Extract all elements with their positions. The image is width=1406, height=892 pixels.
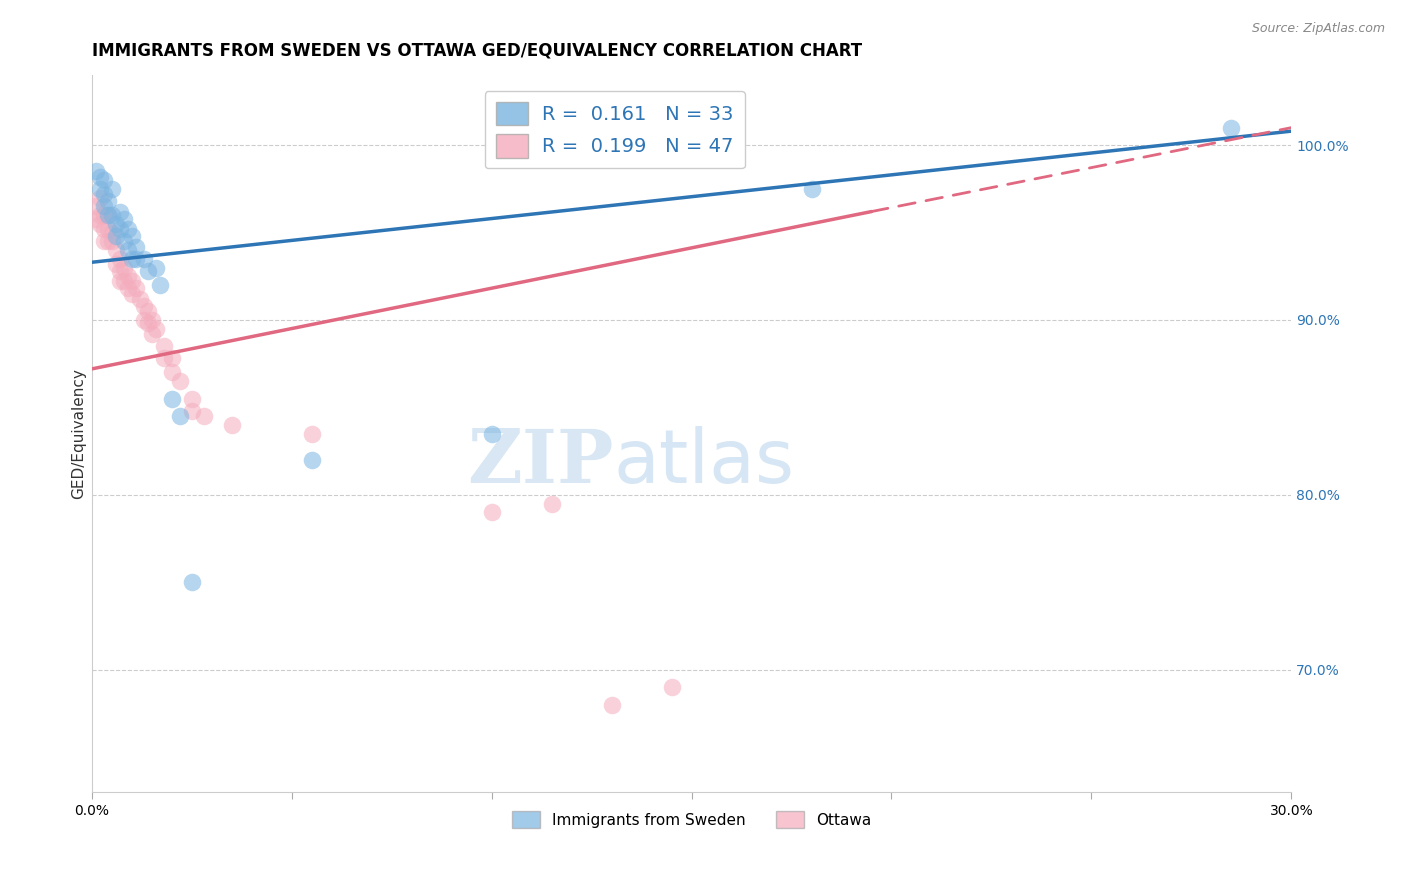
Point (136, 317, 159, 331)
Point (89, 208, 111, 222)
Point (104, 217, 127, 231)
Point (1220, 120, 1243, 135)
Point (112, 260, 135, 275)
Point (89, 182, 111, 196)
Point (132, 252, 155, 266)
Point (221, 417, 243, 432)
Point (117, 243, 139, 257)
Point (141, 326, 163, 341)
Point (93, 173, 115, 187)
Point (97, 222, 120, 236)
Point (97, 194, 120, 208)
Point (160, 365, 183, 379)
Point (121, 275, 143, 289)
Point (117, 281, 139, 295)
Point (481, 505, 503, 519)
Point (128, 292, 150, 306)
Point (152, 351, 174, 366)
Point (93, 222, 115, 236)
Point (89, 190, 111, 204)
Point (160, 351, 183, 366)
Legend: Immigrants from Sweden, Ottawa: Immigrants from Sweden, Ottawa (506, 805, 877, 835)
Point (600, 698, 623, 712)
Point (84, 211, 107, 226)
Point (540, 496, 562, 510)
Point (145, 321, 167, 335)
Point (112, 211, 135, 226)
Point (193, 409, 215, 423)
Point (93, 187, 115, 202)
Point (132, 313, 155, 327)
Point (180, 392, 202, 406)
Text: ZIP: ZIP (467, 425, 613, 499)
Point (121, 229, 143, 244)
Point (136, 304, 159, 318)
Point (108, 252, 131, 266)
Point (104, 243, 127, 257)
Point (301, 452, 323, 467)
Y-axis label: GED/Equivalency: GED/Equivalency (72, 368, 86, 499)
Point (180, 404, 202, 418)
Point (301, 426, 323, 441)
Point (108, 204, 131, 219)
Point (661, 680, 683, 694)
Point (101, 234, 124, 248)
Point (97, 208, 120, 222)
Point (93, 208, 115, 222)
Point (108, 264, 131, 278)
Point (125, 239, 148, 253)
Point (141, 313, 163, 327)
Point (89, 217, 111, 231)
Point (169, 374, 191, 388)
Point (101, 208, 124, 222)
Point (108, 222, 131, 236)
Point (89, 169, 111, 184)
Point (84, 199, 107, 213)
Point (152, 339, 174, 353)
Point (117, 269, 139, 284)
Point (169, 409, 191, 423)
Point (112, 275, 135, 289)
Text: atlas: atlas (613, 425, 794, 499)
Point (101, 182, 124, 196)
Point (132, 299, 155, 313)
Point (93, 234, 115, 248)
Point (117, 222, 139, 236)
Point (104, 229, 127, 244)
Text: Source: ZipAtlas.com: Source: ZipAtlas.com (1251, 22, 1385, 36)
Point (104, 257, 127, 271)
Point (101, 226, 124, 240)
Point (149, 277, 172, 292)
Point (481, 426, 503, 441)
Point (108, 275, 131, 289)
Point (125, 252, 148, 266)
Point (97, 234, 120, 248)
Text: IMMIGRANTS FROM SWEDEN VS OTTAWA GED/EQUIVALENCY CORRELATION CHART: IMMIGRANTS FROM SWEDEN VS OTTAWA GED/EQU… (91, 42, 862, 60)
Point (121, 252, 143, 266)
Point (145, 260, 167, 275)
Point (180, 575, 202, 590)
Point (97, 208, 120, 222)
Point (800, 182, 823, 196)
Point (121, 286, 143, 301)
Point (84, 164, 107, 178)
Point (160, 392, 183, 406)
Point (93, 199, 115, 213)
Point (136, 264, 159, 278)
Point (125, 281, 148, 295)
Point (112, 234, 135, 248)
